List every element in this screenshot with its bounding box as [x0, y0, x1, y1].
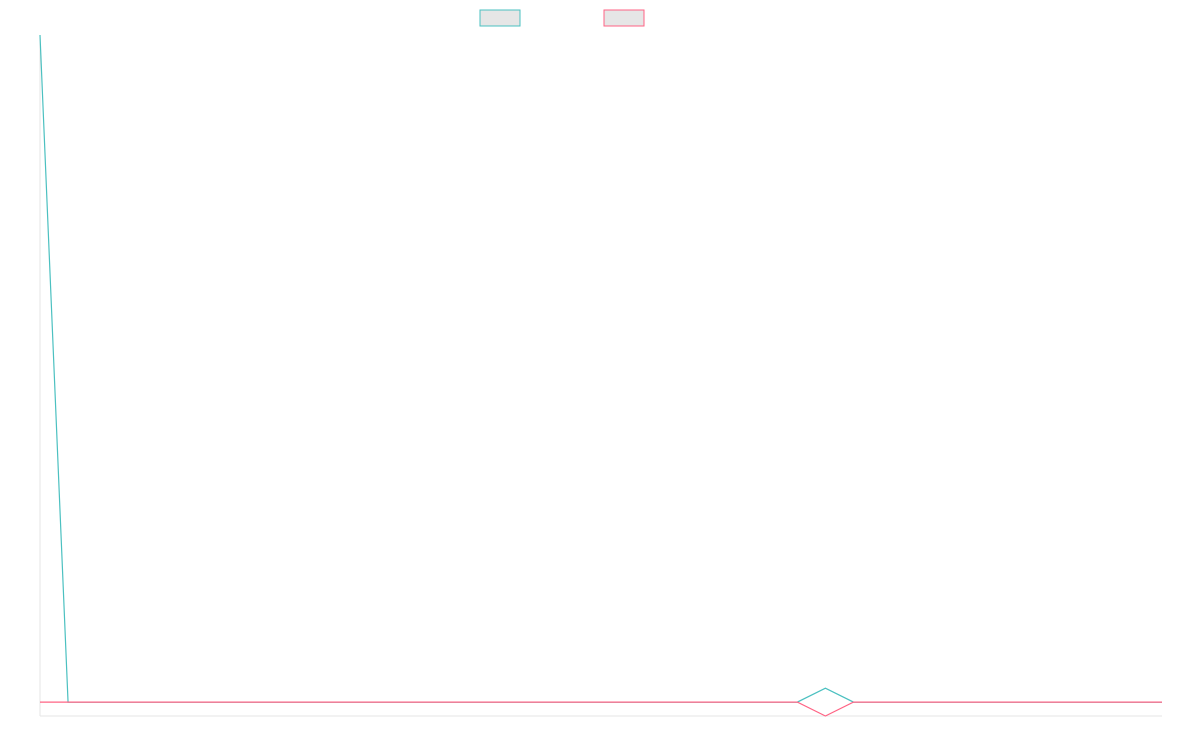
legend[interactable]	[479, 9, 645, 27]
series-line-1	[39, 34, 1162, 703]
legend-swatch-1[interactable]	[479, 9, 521, 27]
series-lines	[39, 34, 1162, 717]
legend-swatch-2[interactable]	[603, 9, 645, 27]
axes	[39, 35, 1162, 717]
series-line-2	[40, 701, 1162, 717]
